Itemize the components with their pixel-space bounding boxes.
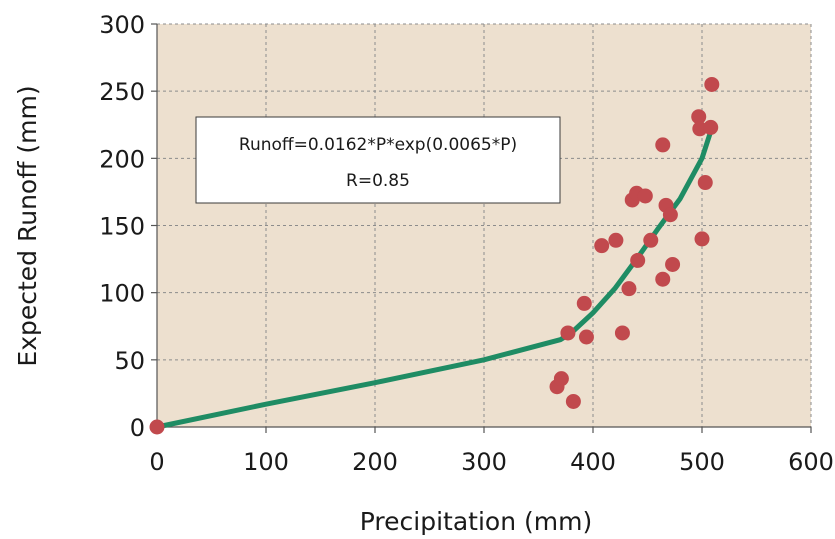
data-point-22 xyxy=(692,121,708,137)
data-point-15 xyxy=(643,232,659,248)
x-tick-label-100: 100 xyxy=(243,448,289,476)
data-point-2 xyxy=(553,371,569,387)
y-tick-label-100: 100 xyxy=(99,280,145,308)
fit-line xyxy=(154,129,714,430)
data-point-7 xyxy=(594,238,610,254)
x-tick-label-300: 300 xyxy=(461,448,507,476)
data-point-0 xyxy=(149,419,165,435)
data-point-9 xyxy=(614,325,630,341)
y-axis-title: Expected Runoff (mm) xyxy=(13,85,42,366)
y-tick-labels: 0 50 100 150 200 250 300 xyxy=(99,11,145,442)
data-point-25 xyxy=(703,119,719,135)
y-tick-label-300: 300 xyxy=(99,11,145,39)
x-tick-labels: 0 100 200 300 400 500 600 xyxy=(149,448,834,476)
x-tick-label-500: 500 xyxy=(679,448,725,476)
x-tick-label-400: 400 xyxy=(570,448,616,476)
x-axis-title: Precipitation (mm) xyxy=(360,507,592,536)
data-point-20 xyxy=(665,256,681,272)
y-tick-label-50: 50 xyxy=(114,347,145,375)
data-point-5 xyxy=(578,329,594,345)
data-point-17 xyxy=(655,137,671,153)
data-point-4 xyxy=(560,325,576,341)
x-tick-label-200: 200 xyxy=(352,448,398,476)
data-point-26 xyxy=(704,76,720,92)
y-tick-label-250: 250 xyxy=(99,78,145,106)
data-point-8 xyxy=(608,232,624,248)
fit-line-group xyxy=(154,129,714,430)
data-point-13 xyxy=(630,252,646,268)
annotation-r-value: R=0.85 xyxy=(346,171,410,191)
data-point-21 xyxy=(691,109,707,125)
data-point-19 xyxy=(662,207,678,223)
data-points xyxy=(149,76,720,435)
data-point-16 xyxy=(655,271,671,287)
annotation-box xyxy=(195,116,561,204)
y-tick-label-150: 150 xyxy=(99,213,145,241)
y-tick-label-0: 0 xyxy=(130,414,145,442)
data-point-24 xyxy=(697,175,713,191)
y-tick-label-200: 200 xyxy=(99,145,145,173)
data-point-3 xyxy=(565,393,581,409)
equation-annotation: Runoff=0.0162*P*exp(0.0065*P) R=0.85 xyxy=(195,116,561,204)
data-point-14 xyxy=(637,188,653,204)
x-tick-label-600: 600 xyxy=(788,448,834,476)
x-tick-label-0: 0 xyxy=(149,448,164,476)
data-point-23 xyxy=(694,231,710,247)
data-point-10 xyxy=(621,281,637,297)
data-point-6 xyxy=(576,295,592,311)
annotation-equation: Runoff=0.0162*P*exp(0.0065*P) xyxy=(239,135,517,155)
